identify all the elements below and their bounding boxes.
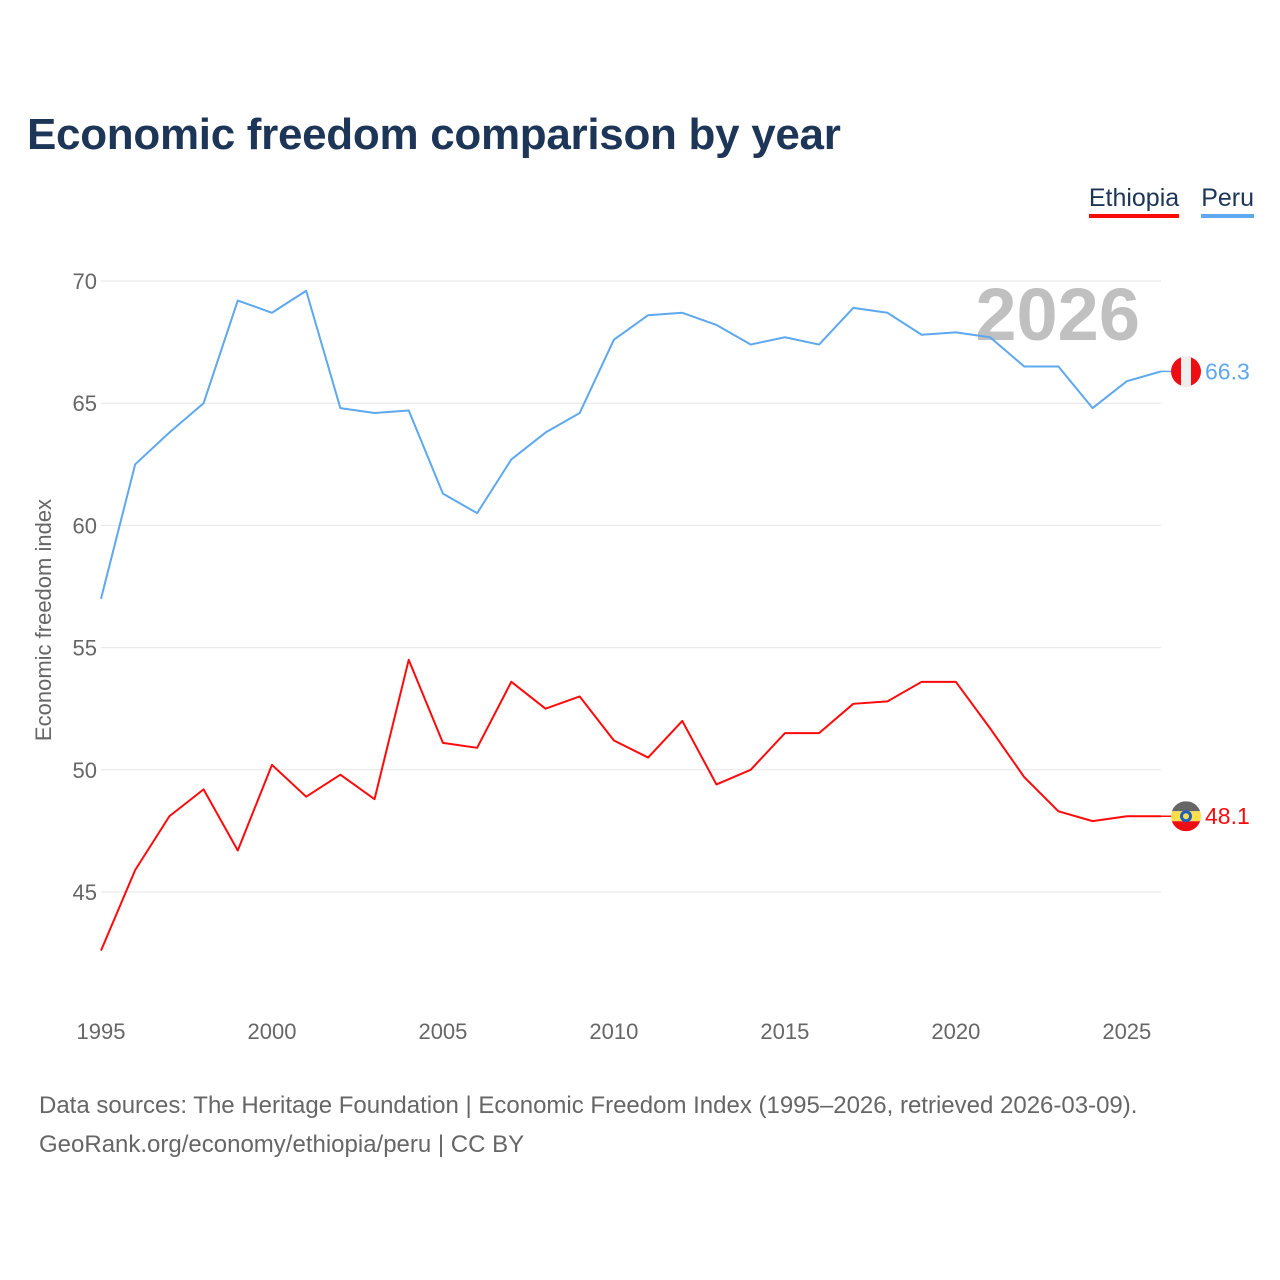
peru-flag-icon xyxy=(1171,356,1201,387)
series-line-ethiopia xyxy=(100,658,1161,952)
legend-item-peru[interactable]: Peru xyxy=(1201,184,1254,218)
flag-stripe xyxy=(1181,356,1191,387)
x-tick-label: 2010 xyxy=(589,1019,638,1044)
y-tick-label: 70 xyxy=(73,269,97,294)
x-tick-label: 2015 xyxy=(760,1019,809,1044)
y-tick-label: 55 xyxy=(73,636,97,661)
x-tick-label: 2000 xyxy=(247,1019,296,1044)
flag-fill xyxy=(1171,356,1201,387)
x-tick-label: 2025 xyxy=(1102,1019,1151,1044)
y-tick-label: 45 xyxy=(73,880,97,905)
y-tick-label: 60 xyxy=(73,513,97,538)
legend-item-ethiopia[interactable]: Ethiopia xyxy=(1088,184,1180,218)
source-text: Data sources: The Heritage Foundation | … xyxy=(39,1092,1138,1119)
footer: Data sources: The Heritage Foundation | … xyxy=(39,1086,1137,1164)
ethiopia-flag-icon xyxy=(1171,801,1201,832)
attribution-link[interactable]: GeoRank.org/economy/ethiopia/peru | CC B… xyxy=(39,1131,525,1158)
legend: Ethiopia Peru xyxy=(1088,184,1254,218)
y-axis-label: Economic freedom index xyxy=(31,499,56,741)
x-tick-label: 1995 xyxy=(77,1019,126,1044)
flag-star xyxy=(1183,813,1189,820)
end-value-label: 66.3 xyxy=(1205,358,1250,384)
y-tick-label: 65 xyxy=(73,391,97,416)
year-watermark: 2026 xyxy=(975,273,1140,356)
x-tick-label: 2005 xyxy=(418,1019,467,1044)
chart-title: Economic freedom comparison by year xyxy=(27,110,841,159)
x-tick-label: 2020 xyxy=(931,1019,980,1044)
series-line-peru xyxy=(100,289,1162,599)
flag-stripe xyxy=(1171,821,1201,832)
flag-fill xyxy=(1171,801,1201,832)
flag-stripe xyxy=(1171,801,1201,812)
end-value-label: 48.1 xyxy=(1205,803,1250,829)
y-tick-label: 50 xyxy=(73,758,97,783)
